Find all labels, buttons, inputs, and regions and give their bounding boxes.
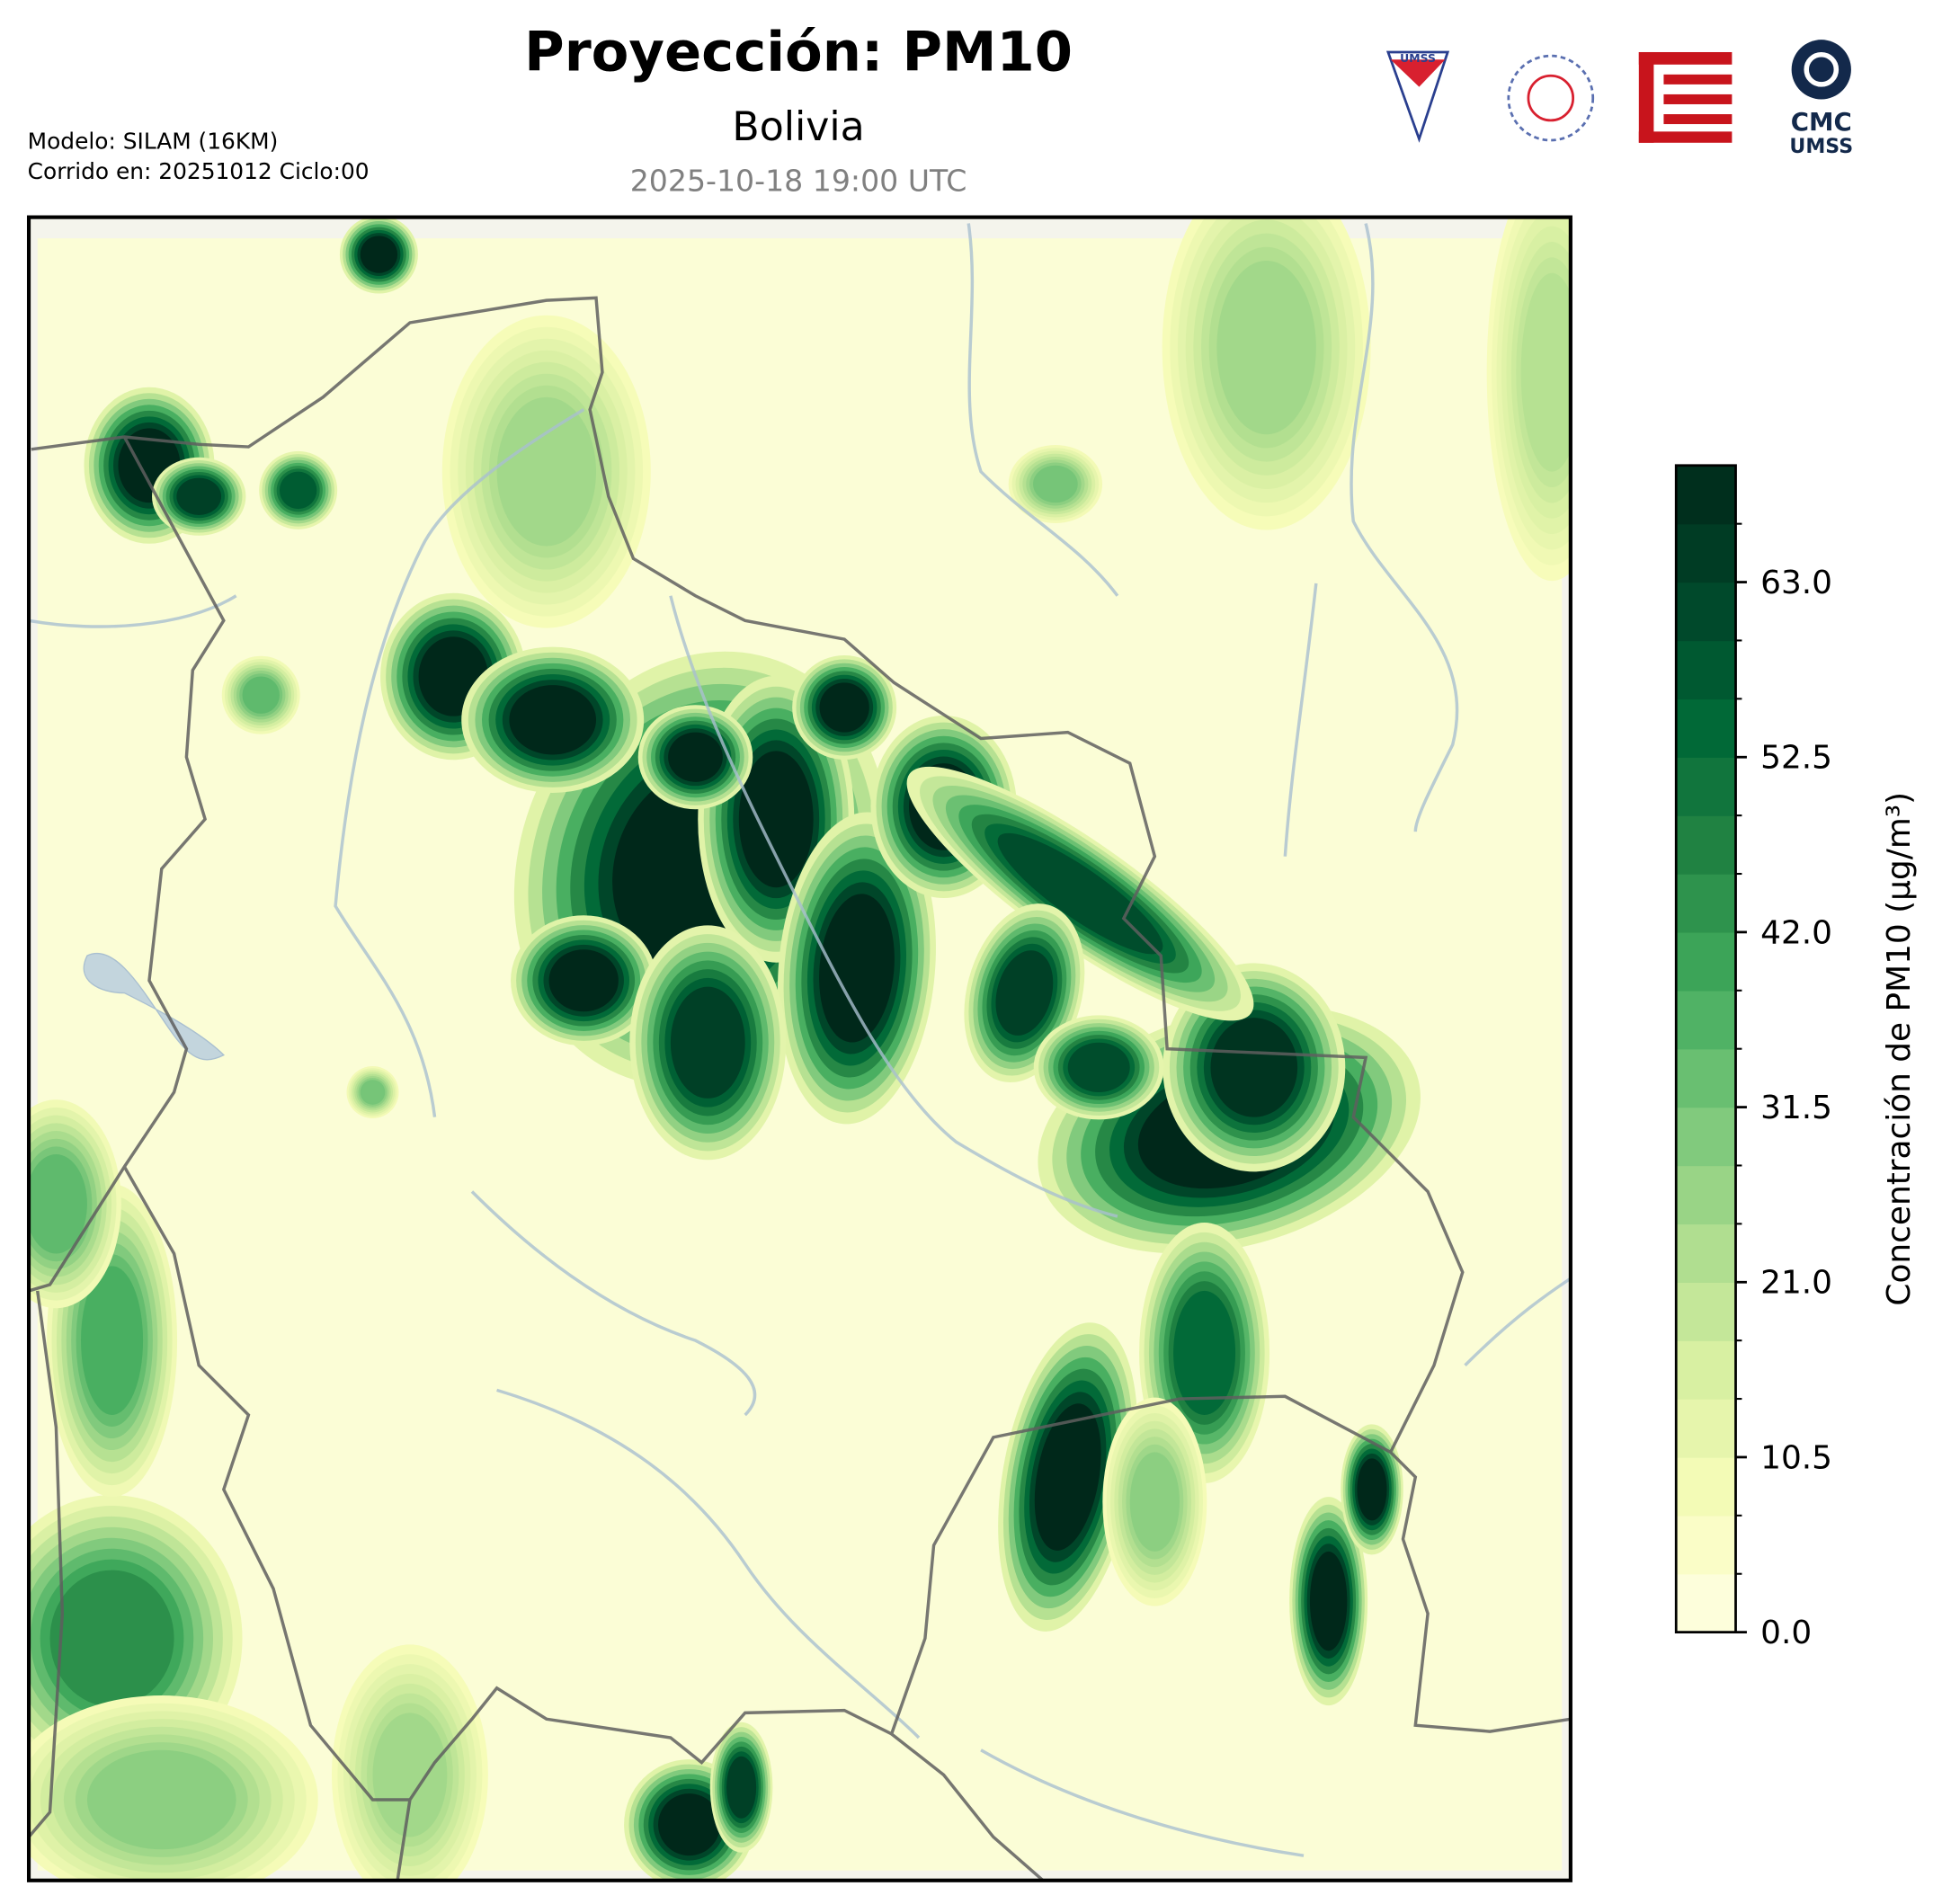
colorbar-tick-label: 42.0 (1760, 914, 1832, 951)
colorbar-level (1676, 582, 1736, 642)
colorbar-level (1676, 465, 1736, 525)
concentration-contour (658, 1793, 721, 1856)
colorbar-level (1676, 640, 1736, 700)
concentration-contour (1216, 260, 1316, 435)
concentration-contour (1129, 1452, 1180, 1552)
concentration-contour (509, 685, 597, 755)
logo-umss: UMSS (1385, 50, 1450, 143)
concentration-contour (1210, 1018, 1298, 1117)
borders (29, 296, 1571, 1881)
colorbar-level (1676, 1282, 1736, 1341)
colorbar-tick-label: 52.5 (1760, 740, 1832, 777)
colorbar-level (1676, 1048, 1736, 1108)
colorbar-level (1676, 931, 1736, 992)
concentration-contour (738, 751, 814, 888)
title: Proyección: PM10 (524, 22, 1073, 85)
colorbar-level (1676, 1223, 1736, 1283)
logo-text: UMSS (1789, 135, 1853, 158)
colorbar-tick-label: 31.5 (1760, 1090, 1832, 1126)
run-info: Corrido en: 20251012 Ciclo:00 (28, 158, 370, 184)
concentration-contour (668, 732, 723, 782)
colorbar-level (1676, 1165, 1736, 1225)
concentration-contour (1034, 1403, 1101, 1551)
concentration-contour (995, 950, 1054, 1036)
logo-text: UMSS (1400, 51, 1436, 65)
colorbar-level (1676, 1573, 1736, 1633)
concentration-contour (496, 396, 597, 547)
concentration-contour (372, 1713, 448, 1837)
colorbar-level (1676, 1515, 1736, 1575)
colorbar-level (1676, 1107, 1736, 1167)
colorbar-level (1676, 1456, 1736, 1517)
logo-text: CMC (1791, 107, 1852, 137)
concentration-contour (49, 1570, 174, 1707)
concentration-contour (1067, 1042, 1130, 1093)
colorbar-tick-label: 0.0 (1760, 1615, 1812, 1651)
map-frame (26, 215, 1572, 1882)
colorbar-level (1676, 1340, 1736, 1400)
map-lines (29, 223, 1571, 1881)
logo-fcyt (1638, 51, 1733, 143)
valid-time: 2025-10-18 19:00 UTC (630, 164, 967, 199)
concentration-contour (279, 471, 317, 510)
model-info: Modelo: SILAM (16KM) (28, 129, 279, 155)
concentration-contour (81, 1266, 144, 1416)
colorbar-tick-label: 21.0 (1760, 1265, 1832, 1302)
lake-titicaca (83, 952, 225, 1061)
concentration-contour (1520, 272, 1571, 472)
concentration-contour (1173, 1290, 1236, 1416)
concentration-contour (176, 477, 222, 515)
logo-fisica (1507, 54, 1595, 142)
colorbar-label: Concentración de PM10 (µg/m³) (1881, 792, 1918, 1306)
colorbar-level (1676, 990, 1736, 1050)
concentration-contour (548, 949, 619, 1012)
colorbar-level (1676, 1399, 1736, 1458)
concentration-contour (1033, 465, 1078, 503)
concentration-contour (819, 682, 869, 733)
colorbar-level (1676, 698, 1736, 758)
colorbar: 0.0 10.5 21.0 31.5 42.0 52.5 63.0 (1674, 464, 1832, 1651)
concentration-contour (86, 1749, 236, 1850)
concentration-contour (242, 676, 280, 714)
colorbar-level (1676, 523, 1736, 583)
concentration-contour (29, 1154, 87, 1254)
colorbar-frame (1674, 464, 1737, 1634)
concentration-contour (1357, 1458, 1387, 1521)
concentration-contour (360, 236, 398, 273)
concentration-contour (670, 986, 745, 1099)
concentration-contour (1309, 1551, 1348, 1651)
subtitle: Bolivia (732, 104, 864, 150)
colorbar-level (1676, 815, 1736, 875)
concentration-contour (997, 832, 1163, 955)
concentration-contour (726, 1756, 757, 1819)
colorbar-tick-label: 63.0 (1760, 565, 1832, 601)
rivers (29, 223, 1571, 1857)
logo-cmc: CMC UMSS (1789, 40, 1853, 158)
colorbar-tick-label: 10.5 (1760, 1439, 1832, 1476)
concentration-contour (360, 1080, 386, 1105)
concentration-field (29, 217, 1571, 1881)
concentration-contour (819, 894, 895, 1043)
colorbar-level (1676, 874, 1736, 933)
colorbar-level (1676, 757, 1736, 816)
